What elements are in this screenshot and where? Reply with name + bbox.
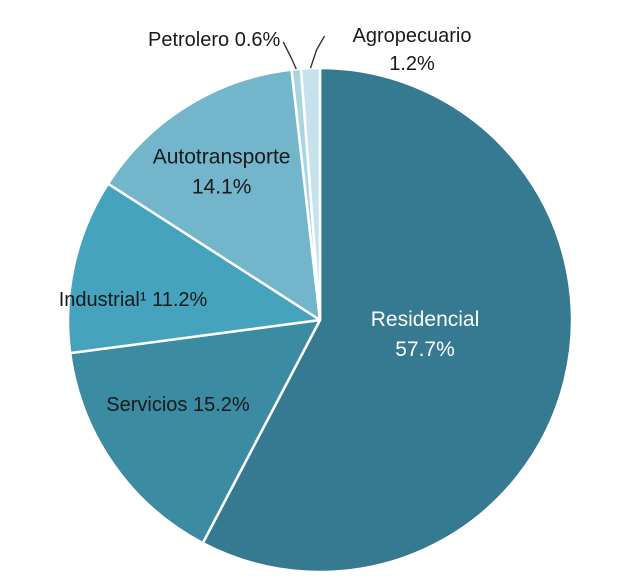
- leader-line-petrolero: [282, 41, 297, 70]
- leader-line-agropecuario: [309, 35, 326, 69]
- slice-value-autotransporte: 14.1%: [192, 175, 252, 198]
- slice-value-agropecuario: 1.2%: [389, 53, 435, 75]
- slice-label-servicios: Servicios 15.2%: [106, 394, 250, 416]
- pie-slices: [66, 66, 574, 574]
- slice-label-autotransporte: Autotransporte: [153, 145, 291, 168]
- slice-label-residencial: Residencial: [371, 308, 480, 331]
- pie-slice-industrial: [66, 182, 322, 355]
- slice-label-industrial: Industrial¹ 11.2%: [59, 289, 208, 311]
- slice-labels: Residencial 57.7% Servicios 15.2% Industria…: [59, 25, 480, 416]
- leader-lines: [282, 35, 326, 70]
- slice-label-agropecuario: Agropecuario: [353, 25, 472, 47]
- pie-slice-residencial: [201, 66, 574, 574]
- pie-slice-servicios: [68, 318, 322, 545]
- slice-value-residencial: 57.7%: [395, 338, 455, 361]
- pie-slice-agropecuario: [299, 66, 322, 322]
- slice-label-petrolero: Petrolero 0.6%: [148, 29, 281, 51]
- pie-slice-autotransporte: [106, 68, 322, 322]
